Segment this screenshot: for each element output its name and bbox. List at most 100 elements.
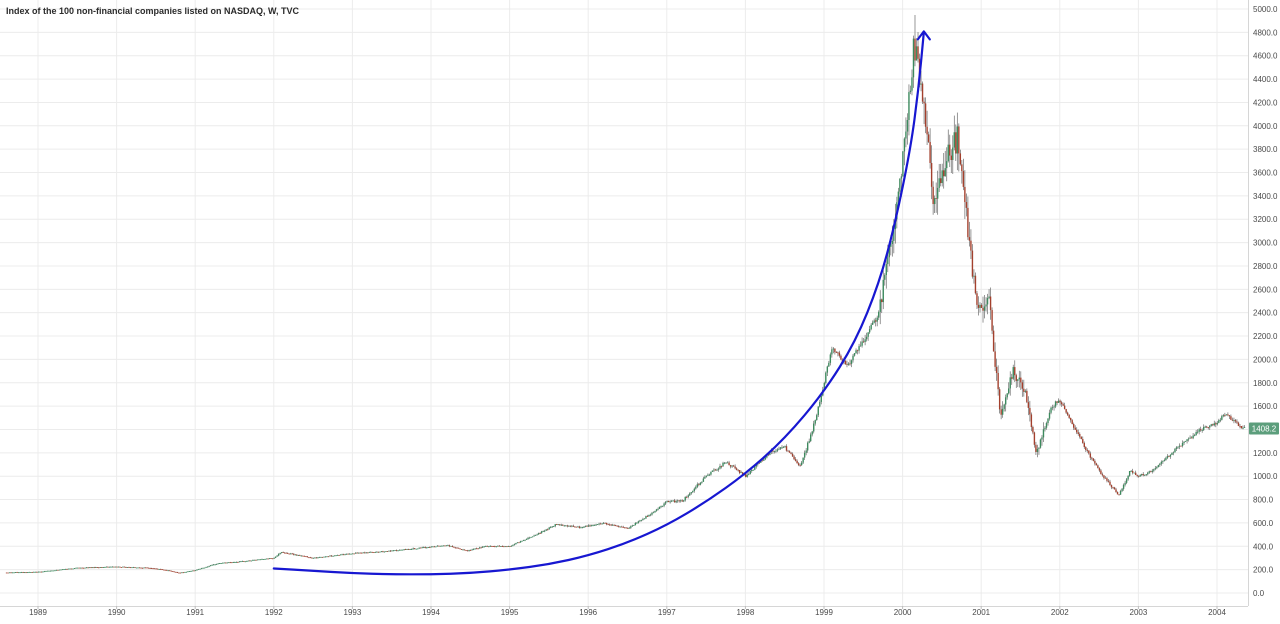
candle-body [1011, 377, 1013, 379]
candle-body [1103, 475, 1105, 478]
candle [796, 459, 798, 464]
candle-body [312, 557, 315, 559]
candle-body [900, 176, 903, 179]
last-price-badge: 1408.2 [1249, 422, 1279, 435]
candle-body [530, 536, 532, 538]
candle-body [758, 462, 761, 464]
candle [276, 555, 278, 557]
candle [264, 558, 266, 560]
candle [1163, 458, 1166, 462]
candle [917, 31, 919, 63]
candle [347, 553, 349, 555]
candle-body [347, 553, 349, 555]
candle-body [167, 570, 169, 572]
candle-body [1160, 461, 1163, 464]
candle-body [1091, 457, 1093, 459]
candle-body [775, 450, 777, 452]
candle-body [832, 348, 835, 350]
candle [345, 553, 348, 555]
candle [1004, 394, 1007, 412]
candle-body [1141, 474, 1143, 476]
candle [187, 571, 189, 573]
candle-body [664, 502, 667, 504]
candle-body [716, 469, 718, 471]
candle-body [962, 171, 965, 187]
candle-body [504, 546, 507, 548]
candle [950, 149, 952, 174]
candle-body [683, 500, 685, 502]
candle-body [274, 556, 277, 558]
candle [52, 570, 55, 572]
candle [800, 460, 803, 466]
candle-body [238, 561, 241, 563]
candle-body [982, 307, 984, 311]
candle-body [1107, 480, 1110, 482]
candle [601, 522, 603, 525]
candle [864, 334, 866, 346]
candle-body [391, 550, 393, 552]
candle-body [1033, 432, 1036, 445]
candle [140, 567, 142, 569]
candle [1136, 474, 1138, 478]
candle [33, 571, 35, 573]
candle-body [444, 545, 446, 547]
candle [554, 524, 556, 528]
candle-body [1174, 448, 1176, 453]
candle-body [624, 527, 626, 529]
candle-body [96, 567, 98, 569]
candle-body [938, 178, 940, 188]
candle-body [416, 548, 419, 550]
candle [982, 296, 984, 323]
candle [30, 571, 32, 573]
candle-body [796, 460, 798, 464]
candle-body [1014, 367, 1016, 376]
candle-body [979, 304, 981, 308]
y-tick-label: 3600.0 [1253, 169, 1278, 178]
candle-body [17, 572, 20, 574]
candle-body [155, 568, 157, 570]
candle-body [302, 555, 304, 557]
candle-body [630, 526, 632, 528]
candle-body [575, 526, 578, 528]
candle-body [438, 545, 440, 547]
candle-body [1083, 442, 1085, 448]
candle-body [185, 571, 188, 573]
candle [781, 445, 783, 449]
candle-body [593, 525, 596, 526]
candle [628, 526, 631, 529]
candle [949, 134, 951, 168]
candle [805, 448, 807, 456]
candle [471, 548, 473, 551]
candle [661, 505, 664, 508]
candle-body [678, 500, 680, 502]
candle [182, 572, 185, 574]
candle [716, 468, 718, 472]
candle-body [1024, 390, 1027, 392]
candle-body [961, 164, 963, 172]
candle [265, 558, 268, 560]
candle-body [23, 572, 26, 574]
candle-body [352, 553, 354, 555]
candle-body [64, 569, 67, 570]
candle-body [400, 549, 402, 551]
candle [400, 549, 402, 551]
candle-body [1172, 452, 1175, 454]
candle [732, 464, 735, 467]
candle [740, 470, 742, 474]
candle-body [389, 550, 392, 552]
candle [1134, 470, 1137, 476]
candle-body [214, 564, 216, 566]
candle-body [811, 431, 813, 435]
candle-body [1237, 422, 1240, 426]
candle-body [965, 202, 968, 208]
candle-body [1193, 435, 1196, 436]
candle-body [122, 566, 124, 568]
candle [586, 525, 588, 527]
candle [311, 557, 313, 559]
candle [1066, 411, 1069, 416]
candle [75, 567, 77, 569]
candle [551, 526, 553, 528]
candle [625, 527, 627, 529]
candle [1042, 422, 1045, 442]
